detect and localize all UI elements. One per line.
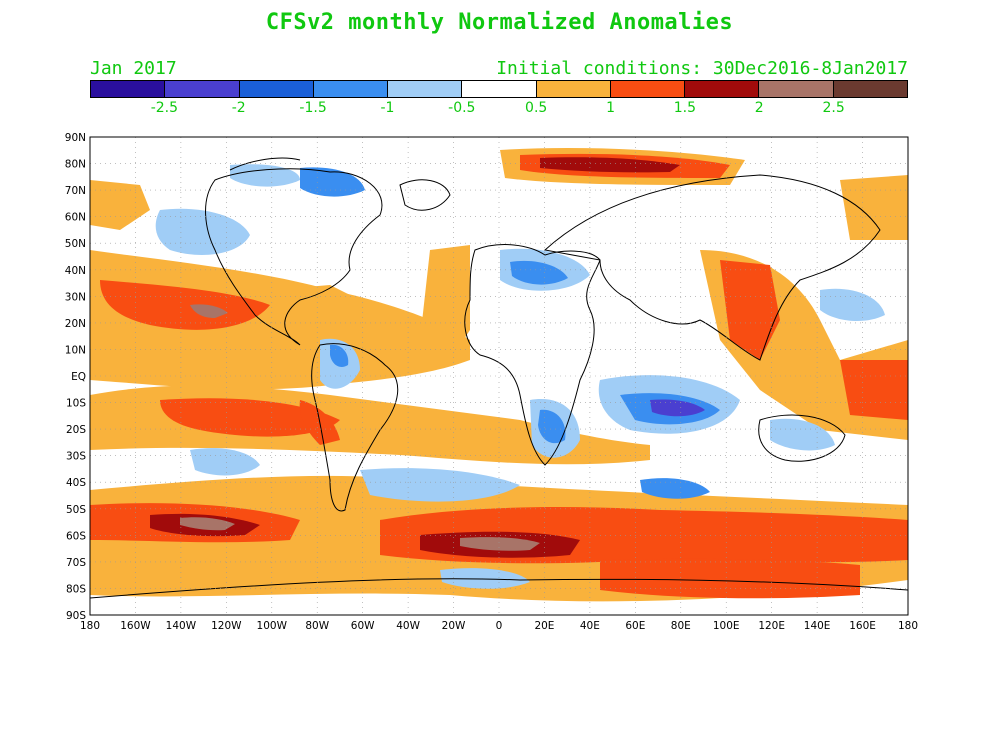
colorbar-tick-label: -2.5	[150, 100, 179, 116]
lat-tick-label: 70S	[66, 557, 86, 569]
initial-conditions-label: Initial conditions: 30Dec2016-8Jan2017	[496, 58, 908, 79]
colorbar-tick-label: 1.5	[673, 100, 697, 116]
lon-tick-label: 180	[80, 620, 100, 632]
lon-tick-label: 160E	[849, 620, 876, 632]
colorbar	[90, 80, 908, 98]
lat-tick-label: 50S	[66, 504, 86, 516]
colorbar-tick-label: -0.5	[448, 100, 476, 116]
colorbar-swatch	[536, 81, 611, 97]
colorbar-tick-label: -1	[380, 100, 395, 116]
lat-tick-label: 90S	[66, 610, 86, 622]
lon-tick-label: 180	[898, 620, 918, 632]
colorbar-tick-label: 1	[606, 100, 615, 116]
lon-tick-label: 140E	[804, 620, 831, 632]
lat-tick-label: 90N	[65, 132, 86, 144]
lat-tick-label: 50N	[65, 238, 86, 250]
colorbar-swatch	[165, 81, 240, 97]
colorbar-swatch	[388, 81, 463, 97]
colorbar-tick-label: 0.5	[525, 100, 548, 116]
colorbar-tick-label: 2	[754, 100, 764, 116]
lat-tick-label: 30N	[65, 291, 86, 303]
lat-tick-label: 10S	[66, 398, 86, 410]
map-title: CFSv2 monthly Normalized Anomalies	[265, 10, 734, 35]
colorbar-swatch	[833, 81, 907, 97]
lat-tick-label: 80S	[66, 583, 86, 595]
colorbar-swatch	[462, 81, 537, 97]
month-label: Jan 2017	[90, 58, 177, 79]
colorbar-swatch	[685, 81, 760, 97]
lat-tick-label: 40N	[65, 265, 86, 277]
coastlines	[90, 157, 908, 599]
anomaly-fields	[90, 148, 908, 602]
lat-tick-label: 20S	[66, 424, 86, 436]
lon-tick-label: 120E	[758, 620, 785, 632]
lon-tick-label: 20E	[534, 620, 554, 632]
lon-tick-label: 140W	[166, 620, 197, 632]
axis-labels: 90N 80N 70N 60N 50N 40N 30N 20N 10N EQ 10S 20S 30S 40…	[65, 132, 918, 632]
lat-tick-label: 80N	[65, 159, 86, 171]
lon-tick-label: 80W	[305, 620, 329, 632]
colorbar-tick-label: -1.5	[299, 100, 327, 116]
colorbar-tick-label: 2.5	[822, 100, 845, 116]
lon-tick-label: 40E	[580, 620, 600, 632]
lon-tick-label: 100W	[257, 620, 288, 632]
lon-tick-label: 20W	[442, 620, 466, 632]
lon-tick-label: 100E	[713, 620, 740, 632]
colorbar-tick-label: -2	[231, 100, 246, 116]
colorbar-swatch	[313, 81, 389, 97]
lon-tick-label: 80E	[671, 620, 691, 632]
lat-tick-label: EQ	[71, 371, 86, 383]
colorbar-swatch	[610, 81, 686, 97]
colorbar-swatch	[759, 81, 834, 97]
lat-tick-label: 60S	[66, 530, 86, 542]
lat-tick-label: 70N	[65, 185, 86, 197]
lat-tick-label: 10N	[65, 344, 86, 356]
lat-tick-label: 60N	[65, 212, 86, 224]
colorbar-swatch	[91, 81, 166, 97]
lon-tick-label: 60W	[351, 620, 375, 632]
map-frame	[89, 136, 909, 616]
lon-tick-label: 40W	[396, 620, 420, 632]
lon-tick-label: 0	[496, 620, 503, 632]
colorbar-swatch	[239, 81, 314, 97]
lon-tick-label: 60E	[625, 620, 645, 632]
lat-tick-label: 40S	[66, 477, 86, 489]
lat-tick-label: 30S	[66, 451, 86, 463]
lon-tick-label: 120W	[211, 620, 242, 632]
lon-tick-label: 160W	[120, 620, 151, 632]
lat-tick-label: 20N	[65, 318, 86, 330]
